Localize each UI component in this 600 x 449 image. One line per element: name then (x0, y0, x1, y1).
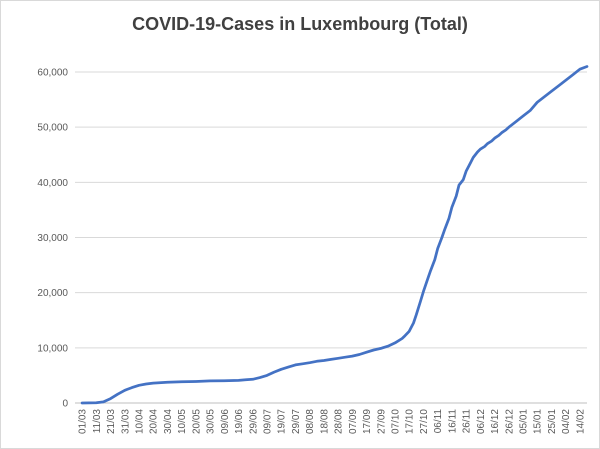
x-tick-label: 09/06 (220, 409, 231, 434)
x-tick-label: 07/10 (391, 409, 402, 434)
x-tick-label: 26/11 (462, 409, 473, 434)
x-tick-label: 04/02 (561, 409, 572, 434)
x-tick-label: 06/11 (433, 409, 444, 434)
x-tick-label: 28/08 (334, 409, 345, 434)
chart-title: COVID-19-Cases in Luxembourg (Total) (132, 14, 468, 34)
x-tick-label: 25/01 (547, 409, 558, 434)
x-tick-label: 16/11 (447, 409, 458, 434)
y-tick-label: 50,000 (37, 123, 68, 134)
x-tick-label: 29/07 (291, 409, 302, 434)
x-tick-label: 27/10 (419, 409, 430, 434)
x-tick-label: 20/05 (191, 409, 202, 434)
x-tick-label: 30/05 (206, 409, 217, 434)
gridlines (75, 71, 587, 349)
y-tick-label: 0 (62, 399, 68, 410)
x-tick-label: 19/07 (277, 409, 288, 434)
series-line (80, 65, 589, 405)
y-tick-label: 60,000 (37, 68, 68, 79)
x-tick-label: 18/08 (319, 409, 330, 434)
x-tick-label: 11/03 (92, 409, 103, 434)
x-tick-label: 15/01 (533, 409, 544, 434)
y-tick-label: 30,000 (37, 233, 68, 244)
x-tick-label: 17/10 (405, 409, 416, 434)
y-tick-label: 10,000 (37, 343, 68, 354)
x-tick-label: 31/03 (120, 409, 131, 434)
x-tick-label: 29/06 (248, 409, 259, 434)
x-tick-label: 07/09 (348, 409, 359, 434)
x-tick-label: 10/05 (177, 409, 188, 434)
x-tick-label: 20/04 (149, 409, 160, 434)
y-tick-label: 40,000 (37, 178, 68, 189)
x-tick-label: 19/06 (234, 409, 245, 434)
series-layer (80, 65, 589, 405)
x-tick-label: 30/04 (163, 409, 174, 434)
x-tick-label: 06/12 (476, 409, 487, 434)
x-tick-label: 27/09 (376, 409, 387, 434)
x-tick-label: 21/03 (106, 409, 117, 434)
x-tick-label: 17/09 (362, 409, 373, 434)
x-tick-label: 05/01 (519, 409, 530, 434)
x-tick-label: 10/04 (135, 409, 146, 434)
x-tick-label: 16/12 (490, 409, 501, 434)
x-tick-label: 09/07 (263, 409, 274, 434)
x-axis-labels: 01/03 11/03 21/03 31/03 10/04 20/04 30/04 10/05… (78, 409, 587, 434)
x-tick-label: 14/02 (575, 409, 586, 434)
x-tick-label: 01/03 (78, 409, 89, 434)
x-tick-label: 08/08 (305, 409, 316, 434)
y-tick-label: 20,000 (37, 288, 68, 299)
y-axis-labels: 0 10,000 20,000 30,000 40,000 50,000 60,000 (37, 68, 68, 410)
x-tick-label: 26/12 (504, 409, 515, 434)
